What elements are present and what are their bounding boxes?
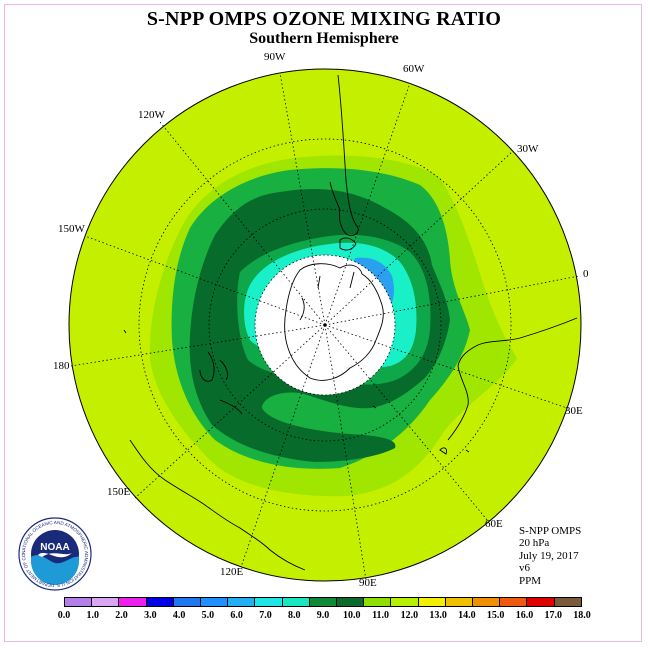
lon-label-0: 0 <box>583 268 589 280</box>
colorbar-tick-label: 16.0 <box>515 610 534 621</box>
lon-label-60w: 60W <box>403 63 425 75</box>
colorbar-tick-label: 9.0 <box>316 610 330 621</box>
lon-label-60e: 60E <box>485 518 503 530</box>
coastlines <box>123 74 578 571</box>
info-date: July 19, 2017 <box>519 549 579 562</box>
info-level: 20 hPa <box>519 537 550 550</box>
south-pole-marker <box>323 323 327 327</box>
colorbar-tick-label: 18.0 <box>573 610 591 621</box>
colorbar-tick-label: 6.0 <box>230 610 243 621</box>
colorbar-segment <box>255 598 283 606</box>
colorbar-segment <box>445 598 474 606</box>
colorbar-segment <box>228 598 256 606</box>
figure-frame <box>4 4 642 642</box>
colorbar-segment <box>282 598 310 606</box>
colorbar-segment <box>309 598 338 606</box>
lon-label-90w: 90W <box>264 51 286 63</box>
colorbar-segment <box>473 598 501 606</box>
colorbar-segment <box>418 598 446 606</box>
colorbar-tick-label: 11.0 <box>372 610 390 621</box>
colorbar-tick-label: 10.0 <box>343 610 361 621</box>
colorbar-segment <box>201 598 229 606</box>
colorbar-segment <box>500 598 528 606</box>
lon-label-120w: 120W <box>138 109 165 121</box>
info-block: S-NPP OMPS 20 hPa July 19, 2017 v6 PPM <box>519 525 581 587</box>
lon-label-150w: 150W <box>58 223 85 235</box>
lon-label-180: 180 <box>53 360 70 372</box>
colorbar-segment <box>65 598 93 606</box>
colorbar-segment <box>119 598 147 606</box>
page-subtitle: Southern Hemisphere <box>249 30 399 47</box>
lon-label-30w: 30W <box>517 143 539 155</box>
colorbar-tick-label: 15.0 <box>486 610 505 621</box>
info-instrument: S-NPP OMPS <box>519 525 582 537</box>
colorbar-tick-label: 12.0 <box>400 610 419 621</box>
map-boundary <box>68 68 582 582</box>
lon-label-30e: 30E <box>565 405 583 417</box>
colorbar-tick-label: 8.0 <box>287 610 301 621</box>
colorbar-segment <box>527 598 555 606</box>
lon-label-150e: 150E <box>107 486 131 498</box>
colorbar-segment <box>364 598 392 606</box>
lon-label-120e: 120E <box>220 566 244 578</box>
latitude-grid <box>138 138 512 512</box>
colorbar-tick-label: 0.0 <box>57 610 71 621</box>
page-title: S-NPP OMPS OZONE MIXING RATIO <box>146 8 502 30</box>
colorbar-tick-label: 5.0 <box>201 610 215 621</box>
colorbar-tick-label: 1.0 <box>86 610 100 621</box>
meridian-grid <box>70 72 580 581</box>
colorbar-ticks: 0.0 1.0 2.0 3.0 4.0 5.0 6.0 7.0 8.0 9.0 10.0 11.0 12… <box>0 610 648 624</box>
colorbar-tick-label: 4.0 <box>172 610 186 621</box>
colorbar-tick-label: 14.0 <box>458 610 476 621</box>
colorbar <box>64 597 582 607</box>
colorbar-tick-label: 13.0 <box>429 610 447 621</box>
colorbar-segment <box>146 598 174 606</box>
info-units: PPM <box>519 574 542 587</box>
info-version: v6 <box>519 562 530 575</box>
colorbar-tick-label: 3.0 <box>144 610 157 621</box>
colorbar-segment <box>337 598 365 606</box>
noaa-logo-text: NOAA <box>40 542 69 553</box>
colorbar-segment <box>173 598 202 606</box>
colorbar-segment <box>554 598 581 606</box>
noaa-logo: NOAA NATIONAL OCEANIC AND ATMOSPHERIC AD… <box>18 517 92 591</box>
colorbar-tick-label: 7.0 <box>259 610 272 621</box>
colorbar-segment <box>391 598 419 606</box>
lon-label-90e: 90E <box>359 577 377 589</box>
colorbar-tick-label: 2.0 <box>115 610 128 621</box>
colorbar-tick-label: 17.0 <box>544 610 562 621</box>
colorbar-segment <box>92 598 120 606</box>
